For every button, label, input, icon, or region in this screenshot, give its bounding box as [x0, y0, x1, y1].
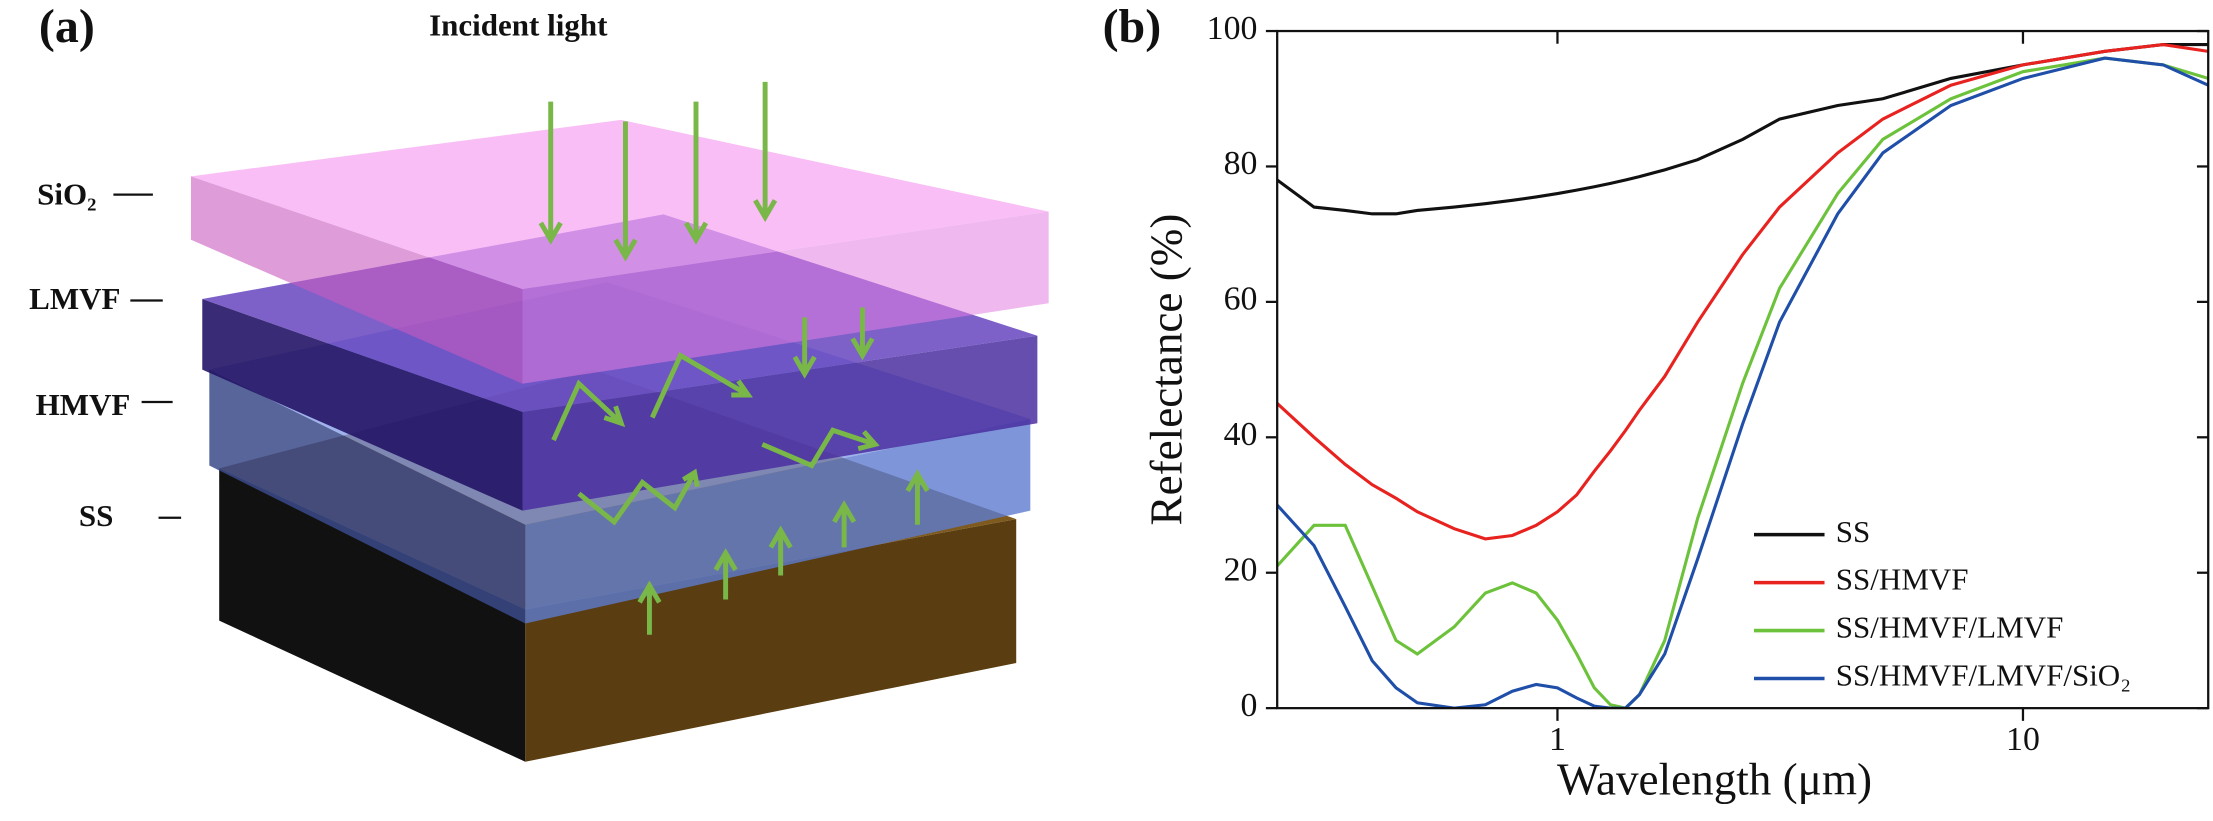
series-line: [1277, 43, 2209, 216]
layer-label: SS: [79, 498, 114, 533]
series-line: [1277, 56, 2209, 709]
sio2-top: [190, 119, 1049, 290]
sio2-side: [190, 176, 523, 384]
x-tick-label: 10: [2006, 721, 2040, 758]
layer-label: HMVF: [36, 387, 131, 422]
series-line: [1277, 43, 2209, 541]
layer-label: LMVF: [29, 281, 120, 316]
plot-frame: [1276, 29, 2210, 710]
diagram: (a) Incident light: [29, 0, 1049, 762]
panel-label: (b): [1103, 0, 1162, 53]
light-arrows: [538, 81, 930, 635]
y-axis-label: Refelectance (%): [1142, 214, 1192, 526]
x-axis-label: Wavelength (μm): [1557, 755, 1872, 805]
y-tick-label: 0: [1241, 687, 1258, 724]
panel-label: (a): [39, 0, 95, 53]
ss-side: [525, 519, 1017, 762]
y-tick-label: 80: [1224, 145, 1258, 182]
legend-label: SS/HMVF/LMVF/SiO₂: [1836, 658, 2131, 693]
ss-side: [219, 468, 526, 762]
lmvf-side: [522, 335, 1038, 511]
y-tick-label: 40: [1224, 416, 1258, 453]
x-tick-label: 1: [1549, 721, 1566, 758]
layer-labels: SiO₂ LMVF HMVF SS: [29, 177, 182, 533]
y-tick-label: 20: [1224, 551, 1258, 588]
y-tick-label: 60: [1224, 281, 1258, 318]
hmvf-side: [209, 369, 526, 624]
sio2-side: [522, 211, 1049, 384]
series-line: [1277, 56, 2209, 709]
legend-label: SS/HMVF/LMVF: [1836, 610, 2064, 645]
y-tick-label: 100: [1207, 10, 1258, 47]
chart: (b) 0 20 40 60 80 100 1 10 Wavelength (μm) Refele…: [1103, 0, 2210, 805]
hmvf-side: [525, 418, 1031, 624]
layer-label: SiO₂: [37, 177, 96, 212]
legend-label: SS/HMVF: [1836, 562, 1969, 597]
lmvf-side: [202, 299, 523, 511]
diagram-title: Incident light: [429, 7, 608, 42]
legend-label: SS: [1836, 514, 1871, 549]
